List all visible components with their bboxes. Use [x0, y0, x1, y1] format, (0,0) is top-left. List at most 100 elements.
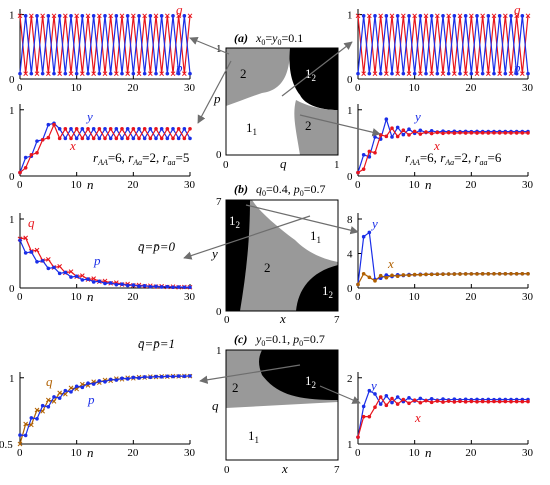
series-point-x — [384, 275, 389, 280]
series-point-q — [57, 71, 63, 77]
series-point-p — [176, 71, 181, 76]
series-point-q — [119, 13, 125, 19]
x-tick-label: 20 — [465, 447, 477, 459]
series-point-p — [148, 14, 153, 18]
series-point-p — [40, 403, 45, 408]
plot-bl2: 0 10 20 30 0.5 1 n q p — [0, 372, 196, 460]
series-point-p — [120, 282, 124, 286]
series-point-x — [418, 132, 423, 136]
series-point-q — [91, 71, 97, 77]
region-1-2-a — [289, 48, 338, 110]
series-point-y — [407, 127, 411, 132]
y-tick-label: 0 — [347, 171, 353, 183]
series-point-x — [463, 272, 468, 276]
series-point-p — [63, 270, 68, 275]
series-point-q — [34, 247, 40, 253]
x-axis-label: n — [425, 445, 432, 460]
series-point-x — [86, 127, 90, 131]
y-tick-label: 2 — [347, 373, 353, 385]
series-point-q — [446, 13, 452, 19]
series-point-p — [480, 71, 485, 76]
series-label-x: x — [69, 138, 76, 153]
series-label-q: q — [514, 2, 521, 17]
series-point-q — [434, 13, 440, 19]
series-point-x — [446, 399, 451, 403]
series-point-x — [401, 128, 406, 133]
series-point-q — [400, 13, 406, 19]
series-point-q — [485, 71, 491, 77]
series-point-q — [79, 381, 85, 387]
series-point-y — [57, 127, 62, 131]
series-point-x — [475, 272, 479, 276]
series-point-y — [103, 127, 107, 131]
series-point-y — [114, 127, 119, 131]
series-point-x — [171, 136, 175, 141]
series-point-y — [148, 127, 153, 131]
series-point-q — [68, 269, 74, 275]
series-point-x — [395, 402, 400, 406]
series-point-y — [182, 127, 187, 131]
arrow-c-right — [319, 385, 361, 404]
series-point-p — [114, 378, 119, 382]
series-point-q — [23, 71, 29, 77]
series-point-x — [418, 400, 423, 405]
center-panel-b: (b) q0=0.4, p0=0.7 12 11 2 12 7 0 y 0 7 … — [210, 182, 340, 326]
series-point-y — [142, 136, 147, 141]
series-point-p — [176, 374, 181, 378]
series-point-p — [159, 14, 164, 18]
series-point-p — [188, 374, 192, 378]
series-label-p: p — [175, 60, 183, 75]
c-ylabel: q — [212, 398, 219, 413]
series-point-x — [480, 131, 485, 135]
series-point-x — [463, 400, 468, 404]
series-point-y — [159, 127, 164, 131]
series-point-x — [390, 273, 394, 278]
params-left: rAA=6, rAa=2, raa=5 — [93, 150, 189, 167]
x-tick-label: 0 — [17, 179, 23, 191]
series-point-y — [384, 393, 389, 398]
series-point-p — [390, 71, 394, 76]
series-point-p — [367, 71, 372, 76]
series-point-q — [45, 71, 51, 77]
series-point-y — [91, 127, 96, 131]
region-2-right-a — [294, 100, 338, 155]
series-point-p — [441, 14, 445, 18]
b-ytick-7: 7 — [216, 196, 222, 208]
series-point-p — [69, 390, 73, 394]
series-point-p — [137, 284, 141, 288]
b-xtick-0: 0 — [224, 314, 230, 326]
series-point-x — [361, 414, 366, 419]
series-point-x — [29, 152, 34, 157]
series-point-x — [63, 127, 68, 131]
series-point-x — [475, 131, 479, 135]
series-point-x — [390, 396, 394, 401]
series-point-p — [86, 71, 90, 76]
x-tick-label: 10 — [71, 82, 83, 94]
series-point-p — [509, 14, 513, 18]
series-point-p — [46, 266, 51, 271]
series-point-x — [446, 130, 451, 135]
region-label-c-3: 11 — [248, 428, 259, 445]
series-point-x — [526, 131, 530, 135]
series-point-p — [18, 433, 22, 437]
series-point-p — [503, 71, 508, 76]
series-point-y — [401, 132, 406, 137]
series-point-p — [86, 381, 90, 385]
series-point-q — [164, 13, 170, 19]
series-label-x: x — [387, 256, 394, 271]
b-xlabel: x — [279, 311, 286, 326]
series-point-q — [187, 13, 193, 19]
c-ytick-1: 1 — [216, 345, 222, 357]
series-point-x — [520, 271, 525, 276]
series-point-q — [514, 13, 520, 19]
series-point-x — [40, 137, 45, 142]
series-point-p — [435, 71, 440, 76]
series-point-q — [136, 71, 142, 77]
series-point-p — [463, 14, 468, 18]
series-point-p — [137, 376, 141, 380]
arrow-a-mr — [299, 114, 381, 137]
series-point-p — [125, 283, 130, 288]
series-point-y — [46, 122, 51, 127]
series-point-x — [188, 127, 192, 131]
series-point-p — [142, 283, 147, 288]
